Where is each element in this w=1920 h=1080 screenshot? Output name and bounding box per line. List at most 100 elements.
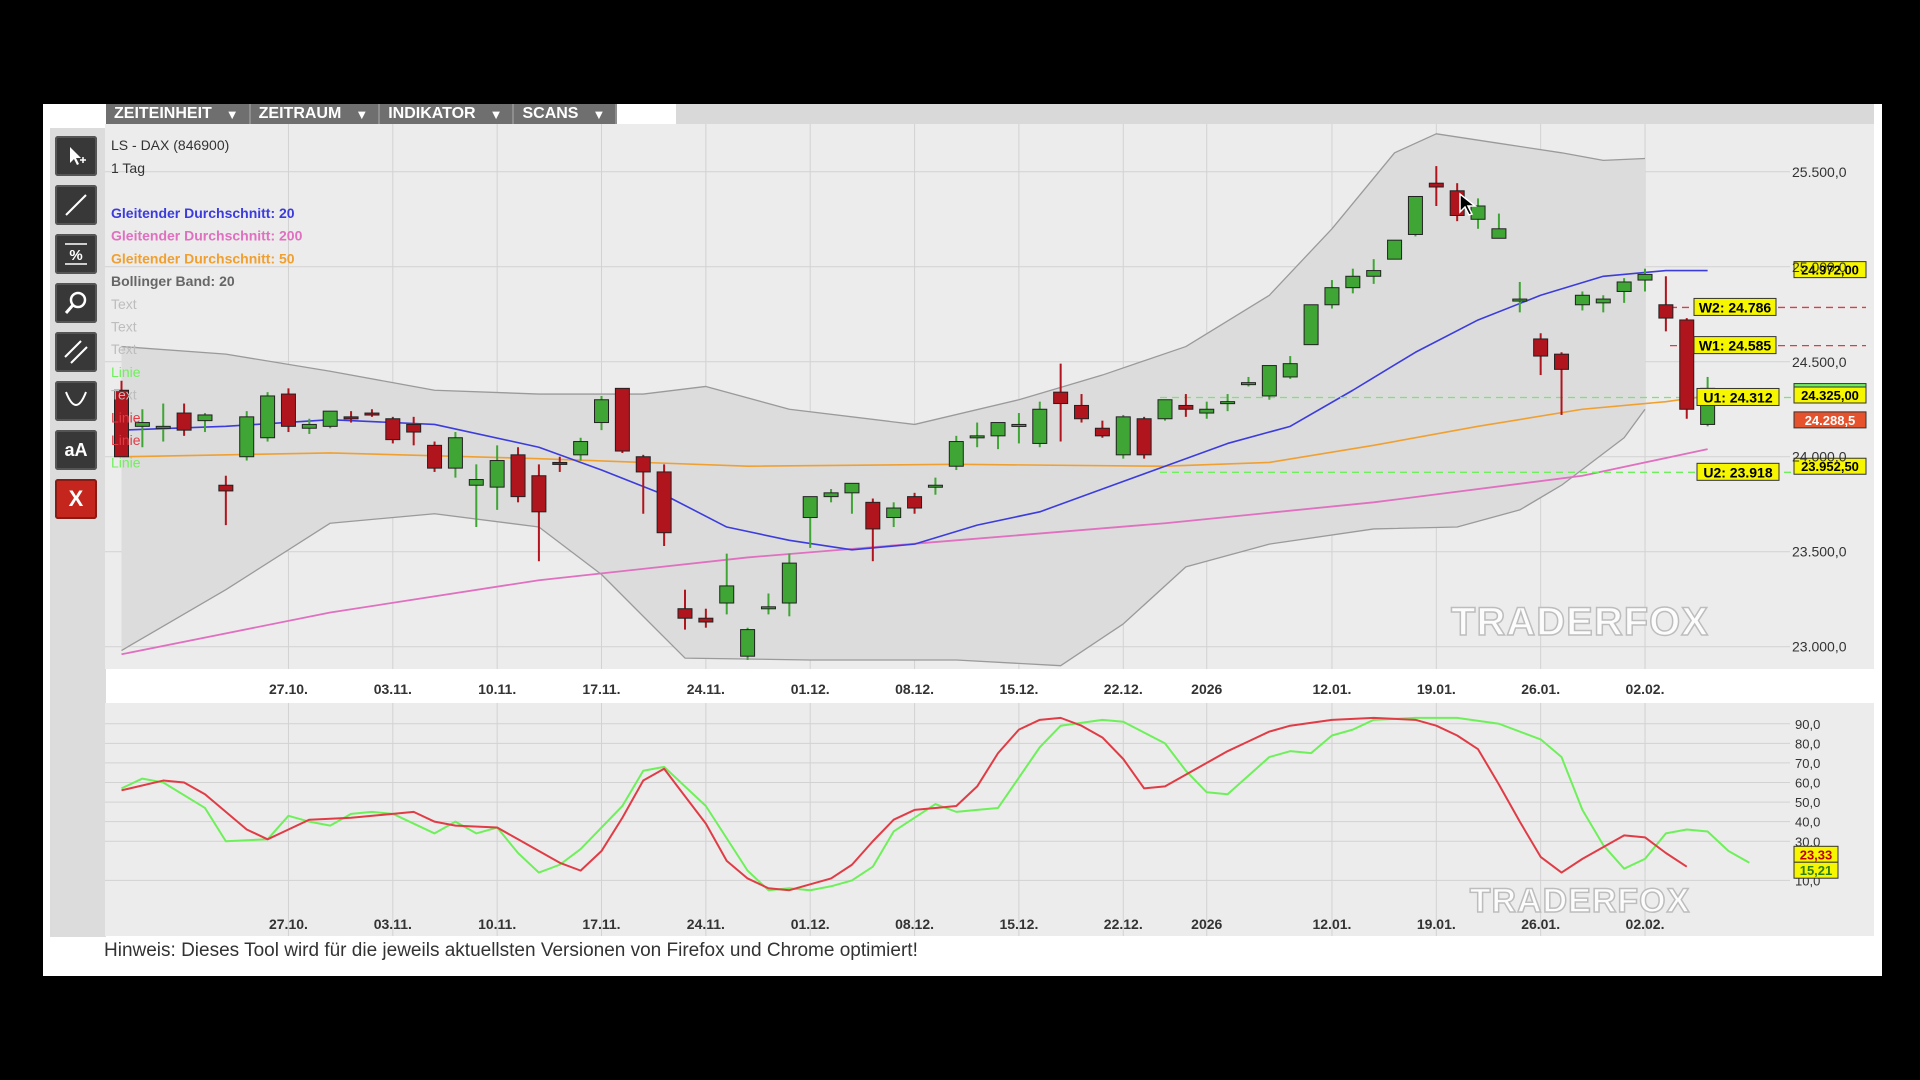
oscillator-plot-area: [105, 703, 1874, 936]
browser-notice: Hinweis: Dieses Tool wird für die jeweil…: [104, 940, 918, 961]
price-label-text: 24.288,5: [1805, 413, 1856, 428]
menu-zeiteinheit[interactable]: ZEITEINHEIT ▼: [106, 104, 249, 124]
line-tool-button[interactable]: [55, 185, 97, 225]
parallel-lines-tool-button[interactable]: [55, 332, 97, 372]
price-label-text: 23.952,50: [1801, 459, 1859, 474]
candle-body: [1491, 228, 1507, 239]
zoom-tool-button[interactable]: [55, 283, 97, 323]
arc-tool-button[interactable]: [55, 381, 97, 421]
candle-body: [1533, 338, 1549, 357]
x-tick-label: 08.12.: [895, 916, 934, 932]
level-label: W2: 24.786: [1693, 297, 1777, 316]
legend-entry: Linie: [111, 432, 141, 448]
candle: [1032, 401, 1048, 448]
candle-body: [301, 423, 317, 429]
menu-zeitraum[interactable]: ZEITRAUM ▼: [250, 104, 379, 124]
candle: [1407, 195, 1423, 237]
delete-icon: X: [68, 486, 84, 511]
candle: [280, 388, 296, 433]
candle: [1282, 356, 1298, 379]
candle: [1637, 268, 1653, 292]
candle: [823, 489, 839, 503]
osc-value-text: 15,21: [1800, 863, 1833, 878]
candle: [698, 608, 714, 628]
candle-body: [781, 562, 797, 604]
candle: [1595, 295, 1611, 313]
candle-body: [969, 435, 985, 439]
level-label-box: [1696, 462, 1780, 481]
candle-body: [1136, 418, 1152, 456]
candle: [531, 464, 547, 562]
osc-y-tick-label: 30,0: [1795, 834, 1820, 849]
x-tick-label: 17.11.: [582, 916, 620, 932]
percent-icon: %: [63, 241, 89, 267]
delete-tool-button[interactable]: X: [55, 479, 97, 519]
candle-body: [927, 484, 943, 488]
price-label-box: [1793, 261, 1867, 279]
candle: [447, 432, 463, 478]
x-tick-label: 08.12.: [895, 681, 934, 697]
candle-body: [698, 617, 714, 623]
pointer-tool-button[interactable]: [55, 136, 97, 176]
parallel-lines-icon: [63, 339, 89, 365]
candle-body: [1574, 294, 1590, 306]
candle: [656, 464, 672, 547]
candle-body: [364, 412, 380, 416]
level-label: W1: 24.585: [1693, 336, 1777, 355]
arc-icon: [63, 388, 89, 414]
price-label: 23.952,50: [1793, 457, 1867, 475]
price-label: 24.972,00: [1793, 261, 1867, 279]
candle: [1679, 318, 1695, 419]
candle-body: [635, 456, 651, 473]
candle-body: [1345, 275, 1361, 289]
chevron-down-icon: ▼: [225, 106, 239, 122]
candle-body: [468, 479, 484, 486]
price-label-box: [1793, 411, 1867, 429]
x-tick-label: 27.10.: [269, 916, 308, 932]
text-size-tool-button[interactable]: aA: [55, 430, 97, 470]
x-tick-label: 12.01.: [1312, 681, 1351, 697]
candle: [1387, 239, 1403, 260]
candle: [1220, 394, 1236, 412]
candle: [1366, 259, 1382, 284]
candle: [1533, 333, 1549, 376]
candle-body: [844, 482, 860, 494]
osc-y-tick-label: 40,0: [1795, 815, 1820, 830]
candle: [1011, 413, 1027, 444]
level-label-box: [1693, 297, 1777, 316]
x-tick-label: 02.02.: [1626, 681, 1665, 697]
candle: [1512, 281, 1528, 313]
chevron-down-icon: ▼: [592, 106, 606, 122]
candle: [322, 410, 338, 429]
candle: [1303, 304, 1319, 346]
y-tick-label: 24.500,0: [1792, 354, 1847, 370]
menu-indikator[interactable]: INDIKATOR ▼: [380, 104, 513, 124]
x-tick-label: 12.01.: [1312, 916, 1351, 932]
x-tick-label: 2026: [1191, 681, 1222, 697]
level-label-text: U2: 23.918: [1703, 464, 1772, 480]
candle: [1470, 198, 1486, 229]
candle-body: [343, 416, 359, 420]
candle-body: [406, 423, 422, 433]
y-tick-label: 24.000,0: [1792, 449, 1847, 465]
candle: [1094, 420, 1110, 438]
candle-body: [1115, 416, 1131, 456]
x-tick-label: 19.01.: [1417, 916, 1456, 932]
candle-body: [218, 484, 234, 492]
osc-y-tick-label: 50,0: [1795, 795, 1820, 810]
menu-scans[interactable]: SCANS ▼: [514, 104, 616, 124]
legend-entry: Text: [111, 341, 137, 357]
zoom-icon: [63, 290, 89, 316]
level-label: U1: 24.312: [1696, 387, 1780, 406]
x-tick-label: 19.01.: [1417, 681, 1456, 697]
level-label-box: [1693, 336, 1777, 355]
watermark-text: TRADERFOX: [1451, 600, 1709, 644]
candle: [635, 454, 651, 514]
x-tick-label: 22.12.: [1104, 681, 1143, 697]
candle: [1491, 213, 1507, 239]
candle: [1261, 365, 1277, 400]
price-label-text: 24.325,00: [1801, 388, 1859, 403]
candle: [552, 456, 568, 472]
percent-tool-button[interactable]: %: [55, 234, 97, 274]
